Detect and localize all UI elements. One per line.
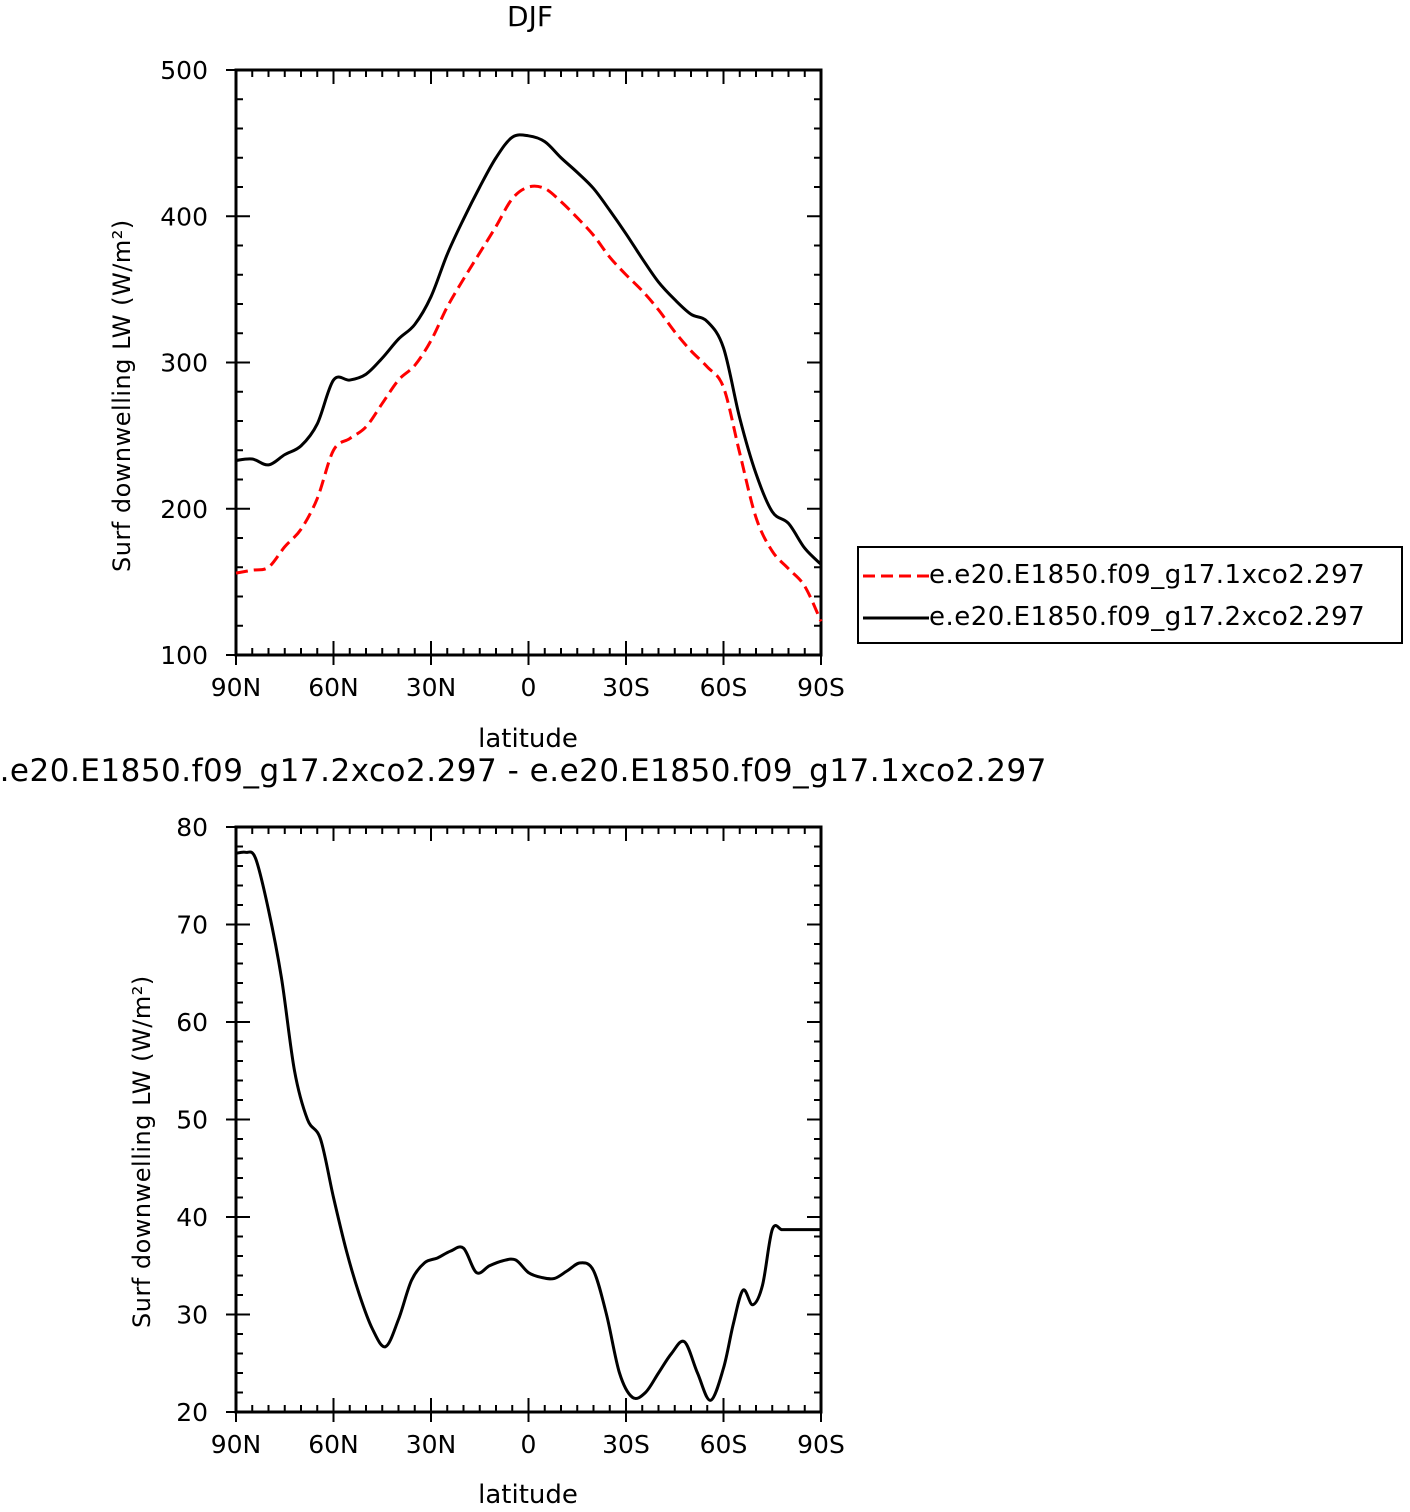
series-line-2xco2	[235, 133, 823, 566]
x-tick-label: 30S	[602, 1430, 650, 1459]
y-tick-label: 20	[176, 1398, 208, 1427]
x-tick-label: 60S	[700, 673, 748, 702]
series-line-difference	[235, 850, 821, 1402]
x-tick-label: 90S	[797, 673, 845, 702]
x-tick-label: 90S	[797, 1430, 845, 1459]
y-tick-label: 70	[176, 911, 208, 940]
legend: e.e20.E1850.f09_g17.1xco2.297 e.e20.E185…	[857, 546, 1403, 644]
y-tick-label: 50	[176, 1106, 208, 1135]
x-tick-label: 90N	[211, 673, 262, 702]
x-tick-label: 30N	[406, 1430, 457, 1459]
y-tick-label: 400	[160, 202, 208, 231]
x-tick-label: 60N	[308, 1430, 359, 1459]
bottom-y-axis-label: Surf downwelling LW (W/m²)	[128, 975, 156, 1328]
x-tick-label: 0	[521, 1430, 537, 1459]
x-tick-label: 60N	[308, 673, 359, 702]
bottom-chart: 90N 60N 30N 0 30S 60S 90S 20 30 40 50 60 70 80	[176, 813, 845, 1459]
x-tick-label: 60S	[700, 1430, 748, 1459]
bottom-x-axis-label: latitude	[478, 1480, 578, 1510]
legend-label-1xco2: e.e20.E1850.f09_g17.1xco2.297	[929, 560, 1366, 590]
series-line-1xco2	[235, 184, 823, 622]
y-tick-label: 300	[160, 349, 208, 378]
y-tick-label: 200	[160, 495, 208, 524]
y-tick-label: 30	[176, 1301, 208, 1330]
top-x-axis-label: latitude	[478, 724, 578, 754]
x-tick-label: 30S	[602, 673, 650, 702]
legend-item-1xco2: e.e20.E1850.f09_g17.1xco2.297	[859, 556, 1401, 596]
legend-label-2xco2: e.e20.E1850.f09_g17.2xco2.297	[929, 602, 1366, 632]
legend-item-2xco2: e.e20.E1850.f09_g17.2xco2.297	[859, 598, 1401, 638]
top-chart: 90N 60N 30N 0 30S 60S 90S 100 200 300 400 500	[160, 56, 845, 702]
y-tick-label: 40	[176, 1203, 208, 1232]
top-y-axis-label: Surf downwelling LW (W/m²)	[108, 219, 136, 572]
x-tick-label: 0	[521, 673, 537, 702]
y-tick-label: 500	[160, 56, 208, 85]
y-tick-label: 100	[160, 641, 208, 670]
x-tick-label: 90N	[211, 1430, 262, 1459]
plot-frame	[234, 68, 823, 657]
top-chart-title: DJF	[507, 0, 553, 33]
y-tick-label: 80	[176, 813, 208, 842]
bottom-chart-title: e.e20.E1850.f09_g17.2xco2.297 - e.e20.E1…	[0, 753, 1047, 789]
y-tick-label: 60	[176, 1008, 208, 1037]
x-tick-label: 30N	[406, 673, 457, 702]
